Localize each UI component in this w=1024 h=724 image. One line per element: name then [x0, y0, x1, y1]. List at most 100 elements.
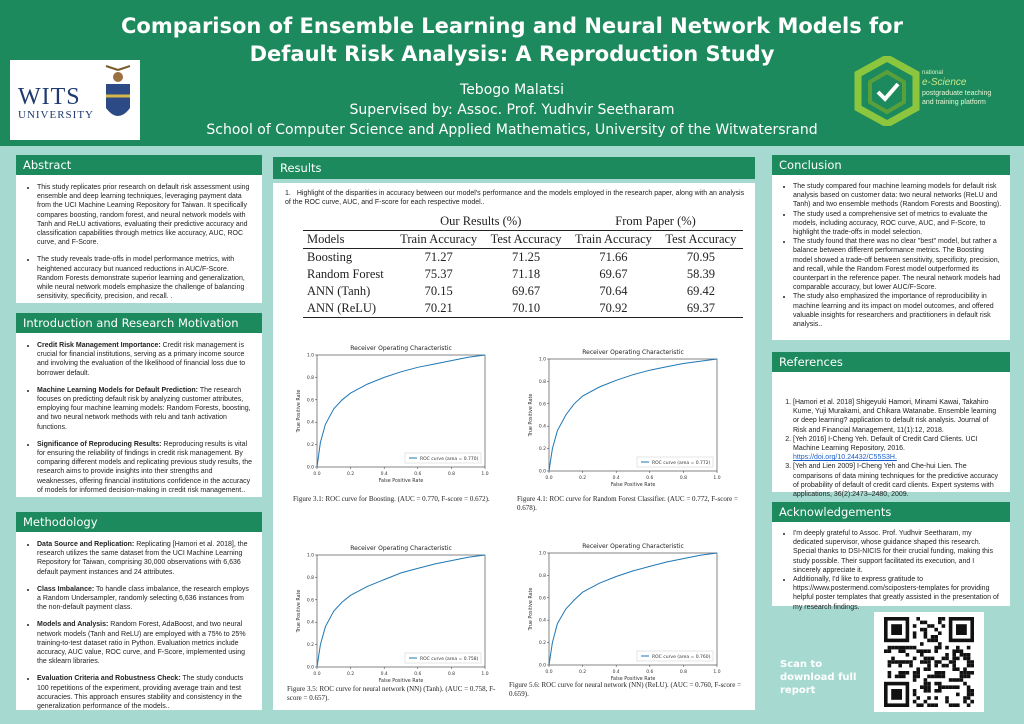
qr-module — [945, 653, 949, 657]
x-tick-label: 0.4 — [613, 669, 620, 675]
y-tick-label: 0.8 — [539, 379, 546, 385]
chart-title: Receiver Operating Characteristic — [350, 345, 452, 352]
qr-module — [959, 674, 964, 679]
table-cell: 75.37 — [424, 267, 453, 281]
results-title: Results — [273, 157, 755, 179]
y-tick-label: 0.0 — [539, 469, 546, 475]
qr-module — [923, 685, 928, 689]
qr-module — [952, 653, 956, 657]
qr-module — [912, 631, 917, 635]
abstract-panel: Abstract This study replicates prior res… — [16, 155, 262, 303]
qr-module — [941, 671, 946, 675]
qr-module — [938, 660, 942, 664]
qr-module — [970, 692, 974, 697]
qr-module — [905, 660, 910, 664]
qr-module — [938, 620, 942, 625]
y-tick-label: 0.8 — [539, 573, 546, 579]
qr-module — [941, 656, 946, 661]
qr-module — [938, 645, 942, 650]
x-tick-label: 0.2 — [579, 475, 586, 481]
qr-module — [934, 671, 938, 675]
qr-module — [905, 653, 910, 657]
plot-area — [316, 554, 486, 668]
x-tick-label: 0.2 — [347, 671, 354, 677]
intro-item-text: Credit risk management is crucial for fi… — [37, 342, 246, 377]
y-tick-label: 0.8 — [307, 375, 314, 381]
y-tick-label: 1.0 — [307, 353, 314, 359]
y-tick-label: 1.0 — [307, 553, 314, 559]
qr-module — [966, 685, 971, 689]
table-cell: 58.39 — [686, 267, 715, 281]
figure-caption: Figure 4.1: ROC curve for Random Forest … — [517, 495, 738, 512]
results-intro: 1. Highlight of the disparities in accura… — [285, 189, 745, 207]
y-tick-label: 0.2 — [307, 442, 314, 448]
conclusion-item: The study used a comprehensive set of me… — [793, 210, 1002, 238]
y-tick-label: 0.2 — [307, 642, 314, 648]
qr-module — [956, 692, 960, 697]
qr-module — [952, 663, 956, 668]
x-tick-label: 0.8 — [680, 669, 687, 675]
qr-module — [916, 696, 920, 700]
qr-module — [909, 645, 913, 650]
qr-module — [966, 653, 971, 657]
qr-module — [970, 689, 974, 693]
qr-module — [898, 674, 902, 679]
x-tick-label: 1.0 — [713, 475, 720, 481]
roc-curve-line — [548, 552, 718, 666]
x-tick-label: 1.0 — [481, 471, 488, 477]
qr-module — [912, 624, 917, 628]
escience-tag2: and training platform — [922, 99, 986, 106]
reference-item: [Yeh 2016] I-Cheng Yeh. Default of Credi… — [793, 435, 1002, 463]
qr-module — [920, 703, 924, 707]
legend-label: ROC curve (area = 0.758) — [420, 656, 479, 662]
figure-caption: Figure 3.5: ROC curve for neural network… — [287, 685, 496, 702]
wits-logo-subtext: UNIVERSITY — [18, 109, 94, 121]
qr-module — [920, 627, 924, 632]
acknowledgements-title: Acknowledgements — [772, 502, 1010, 522]
y-tick-label: 0.2 — [539, 640, 546, 646]
legend-box — [636, 456, 714, 468]
group-header-ours: Our Results (%) — [440, 214, 522, 228]
results-panel: Results 1. Highlight of the disparities i… — [273, 155, 755, 710]
qr-module — [887, 671, 892, 675]
qr-module — [916, 617, 920, 621]
method-item-heading: Class Imbalance: — [37, 585, 95, 593]
x-tick-label: 0.8 — [448, 471, 455, 477]
table-cell: 70.21 — [424, 301, 453, 315]
qr-module — [934, 645, 938, 650]
reference-link[interactable]: https://doi.org/10.24432/C55S3H. — [793, 454, 897, 462]
table-cell: 70.95 — [686, 250, 715, 264]
qr-module — [941, 663, 946, 668]
table-cell: 69.67 — [511, 284, 541, 298]
qr-module — [948, 685, 953, 689]
intro-panel: Introduction and Research Motivation Cre… — [16, 313, 262, 497]
qr-module — [902, 671, 906, 675]
qr-module — [945, 645, 949, 650]
intro-item: Machine Learning Models for Default Pred… — [37, 386, 254, 432]
table-cell-model: Random Forest — [307, 267, 384, 281]
roc-curve-line — [316, 554, 486, 668]
qr-module — [956, 703, 960, 707]
table-cell: 71.18 — [511, 267, 541, 281]
qr-module — [898, 671, 902, 675]
qr-module — [902, 649, 906, 653]
method-item-text: The study conducts 100 repetitions of th… — [37, 675, 244, 711]
ack-item: I'm deeply grateful to Assoc. Prof. Yudh… — [793, 529, 1002, 575]
qr-module — [938, 642, 942, 646]
qr-module — [912, 689, 917, 693]
y-axis-label: True Positive Rate — [528, 588, 534, 632]
qr-module — [948, 678, 953, 682]
y-tick-label: 0.6 — [539, 595, 546, 601]
y-axis-label: True Positive Rate — [528, 394, 534, 438]
column-header-train: Train Accuracy — [574, 232, 652, 246]
qr-module — [966, 663, 971, 668]
x-axis-label: False Positive Rate — [379, 678, 424, 684]
qr-module — [956, 685, 960, 689]
qr-code-icon[interactable] — [874, 612, 984, 712]
y-tick-label: 0.4 — [539, 618, 546, 624]
table-cell-model: Boosting — [307, 250, 353, 264]
method-item-heading: Evaluation Criteria and Robustness Check… — [37, 675, 181, 683]
legend-box — [404, 652, 482, 664]
reference-item: [Yeh and Lien 2009] I-Cheng Yeh and Che-… — [793, 462, 1002, 499]
table-cell: 70.10 — [511, 301, 541, 315]
